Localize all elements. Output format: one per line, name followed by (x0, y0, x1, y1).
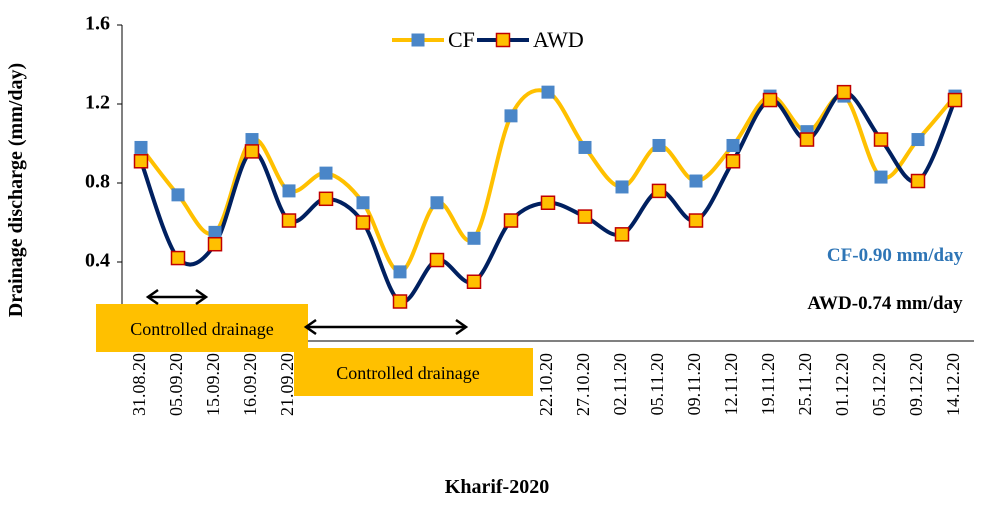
arrow-head (145, 288, 159, 306)
marker (911, 133, 925, 147)
marker (947, 92, 963, 108)
marker (799, 132, 815, 147)
marker (355, 215, 371, 230)
marker (688, 213, 704, 228)
x-tick-label: 05.12.20 (869, 353, 889, 416)
marker (170, 250, 186, 266)
marker (614, 227, 630, 242)
marker (208, 225, 222, 239)
marker (652, 138, 666, 152)
x-tick-label: 05.09.20 (166, 353, 186, 416)
arrow-head (303, 318, 317, 336)
marker (392, 294, 408, 309)
marker (541, 85, 555, 99)
marker (726, 138, 740, 152)
marker (134, 140, 148, 154)
arrow-head (195, 288, 209, 306)
y-tick-label: 1.2 (85, 92, 110, 114)
marker (725, 154, 741, 169)
x-tick-label: 09.11.20 (684, 353, 704, 415)
marker (245, 133, 259, 147)
marker (578, 140, 592, 154)
x-tick-label: 21.09.20 (277, 353, 297, 416)
x-tick-label: 15.09.20 (203, 353, 223, 416)
marker (873, 132, 889, 147)
x-tick-label: 12.11.20 (721, 353, 741, 415)
marker (836, 84, 852, 100)
x-tick-label: 31.08.20 (129, 353, 149, 416)
x-tick-label: 25.11.20 (795, 353, 815, 415)
marker (762, 92, 778, 108)
marker (466, 274, 482, 289)
marker (910, 173, 926, 189)
x-tick-label: 02.11.20 (610, 353, 630, 415)
annotation-box (294, 348, 533, 396)
marker (282, 184, 296, 198)
marker (133, 154, 149, 169)
marker (495, 32, 511, 48)
marker (356, 196, 370, 210)
marker (281, 213, 297, 228)
annotation: Controlled drainage (130, 319, 273, 339)
arrow-head (455, 318, 469, 336)
annotation: Controlled drainage (336, 363, 479, 383)
marker (411, 33, 425, 47)
marker (244, 144, 260, 159)
x-tick-label: 27.10.20 (573, 353, 593, 416)
marker (319, 166, 333, 180)
marker (207, 236, 223, 252)
series-line (139, 88, 957, 274)
x-tick-label: 14.12.20 (943, 353, 963, 416)
marker (171, 188, 185, 202)
legend-label: AWD (533, 27, 584, 52)
marker (504, 109, 518, 123)
marker (577, 209, 593, 224)
marker (651, 183, 667, 199)
y-tick-label: 1.6 (85, 13, 110, 35)
marker (429, 252, 445, 268)
marker (503, 213, 519, 228)
marker (874, 170, 888, 184)
x-tick-label: 19.11.20 (758, 353, 778, 415)
marker (318, 191, 334, 207)
y-tick-label: 0.8 (85, 171, 110, 193)
x-tick-label: 09.12.20 (906, 353, 926, 416)
annotation: AWD-0.74 mm/day (807, 293, 963, 314)
annotation: CF-0.90 mm/day (827, 245, 964, 266)
x-axis-label: Kharif-2020 (445, 476, 549, 498)
marker (689, 174, 703, 188)
marker (467, 231, 481, 245)
marker (393, 265, 407, 279)
x-tick-label: 16.09.20 (240, 353, 260, 416)
marker (430, 196, 444, 210)
annotation-box (96, 304, 308, 352)
y-axis-label: Drainage discharge (mm/day) (5, 63, 27, 317)
marker (540, 195, 556, 210)
y-tick-label: 0.4 (85, 250, 110, 272)
x-tick-label: 22.10.20 (536, 353, 556, 416)
x-tick-label: 05.11.20 (647, 353, 667, 415)
legend-label: CF (448, 27, 475, 52)
marker (615, 180, 629, 194)
x-tick-label: 01.12.20 (832, 353, 852, 416)
